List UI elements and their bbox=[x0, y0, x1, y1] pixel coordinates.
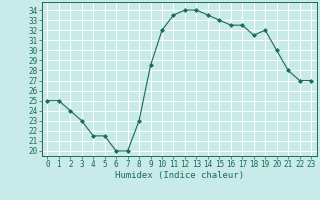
X-axis label: Humidex (Indice chaleur): Humidex (Indice chaleur) bbox=[115, 171, 244, 180]
